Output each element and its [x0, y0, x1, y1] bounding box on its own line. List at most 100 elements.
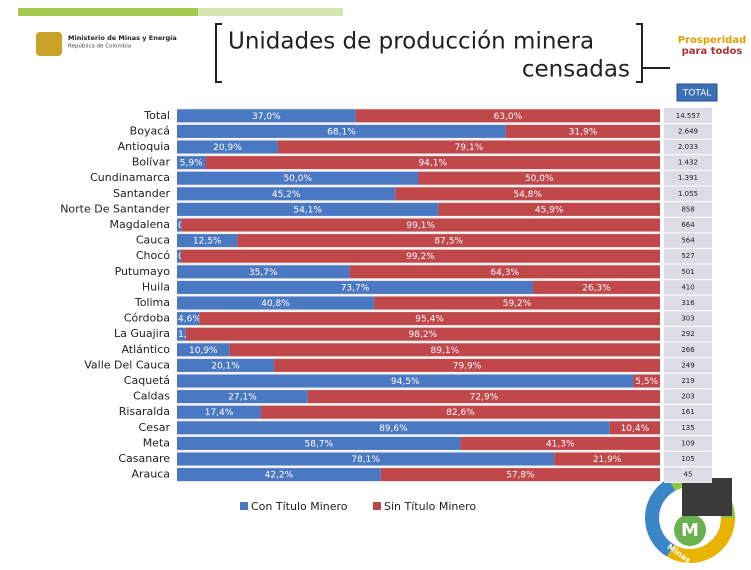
y-tick-label: Boyacá	[130, 124, 170, 137]
value-label: 99,2%	[406, 252, 435, 262]
value-label: 82,6%	[446, 408, 475, 418]
value-label: 64,3%	[490, 268, 519, 278]
country: República de Colombia	[68, 43, 131, 50]
value-label: 17,4%	[205, 408, 234, 418]
total-value: 527	[681, 252, 694, 260]
logo-letter: M	[681, 520, 699, 541]
y-tick-label: Total	[143, 109, 170, 122]
bar-segment	[199, 312, 660, 326]
value-label: 89,1%	[431, 346, 460, 356]
bar-segment	[177, 109, 356, 123]
bar-segment	[185, 327, 660, 341]
value-label: 57,8%	[506, 471, 535, 481]
y-tick-label: Santander	[113, 187, 170, 200]
chart-title: censadas	[522, 57, 630, 83]
y-tick-label: Meta	[143, 436, 170, 449]
total-value: 2.033	[678, 143, 698, 151]
logo-ring	[645, 473, 735, 563]
value-label: 98,2%	[409, 330, 438, 340]
bar-segment	[177, 202, 439, 216]
y-tick-label: Chocó	[136, 249, 170, 262]
bar-segment	[460, 436, 660, 450]
bar-segment	[205, 156, 660, 170]
bar-segment	[349, 265, 660, 279]
bar-segment	[418, 171, 660, 185]
total-value: 249	[681, 361, 694, 369]
value-label: 5,9%	[180, 159, 203, 169]
bar-segment	[274, 358, 660, 372]
total-value: 105	[681, 455, 694, 463]
y-tick-label: Córdoba	[124, 312, 170, 325]
value-label: 5,5%	[635, 377, 658, 387]
total-value: 203	[681, 393, 694, 401]
value-label: 31,9%	[569, 127, 598, 137]
bar-segment	[177, 296, 375, 310]
value-label: 99,1%	[406, 221, 435, 231]
y-tick-label: Arauca	[131, 468, 170, 481]
value-label: 58,7%	[304, 439, 333, 449]
bar-segment	[177, 140, 278, 154]
total-value: 316	[681, 299, 695, 307]
logo-photo	[682, 478, 732, 516]
totals-header: TOTAL	[682, 89, 712, 99]
total-value: 410	[681, 283, 694, 291]
chart-title: Unidades de producción minera	[228, 29, 594, 55]
value-label: 41,3%	[546, 439, 575, 449]
value-label: 79,9%	[453, 361, 482, 371]
total-value: 161	[681, 408, 694, 416]
value-label: 59,2%	[503, 299, 532, 309]
value-label: 20,1%	[211, 361, 240, 371]
total-value: 135	[681, 424, 694, 432]
bracket-left	[215, 23, 222, 83]
totals-header-box	[676, 83, 718, 102]
y-tick-label: Bolívar	[132, 156, 171, 169]
bar-segment	[237, 234, 660, 248]
value-label: 40,8%	[261, 299, 290, 309]
value-label: 10,4%	[621, 424, 650, 434]
value-label: 45,2%	[272, 190, 301, 200]
bar-segment	[177, 156, 206, 170]
bar-segment	[177, 421, 610, 435]
bar-segment	[438, 202, 660, 216]
bar-segment	[177, 124, 506, 138]
bar-segment	[395, 187, 660, 201]
bar-segment	[177, 218, 182, 232]
y-tick-label: Huila	[142, 280, 170, 293]
total-value: 14.557	[676, 112, 701, 120]
y-tick-label: Caquetá	[124, 374, 170, 387]
bar-segment	[374, 296, 660, 310]
bar-segment	[181, 218, 661, 232]
value-label: 37,0%	[252, 112, 281, 122]
value-label: 10,9%	[189, 346, 218, 356]
y-tick-label: Casanare	[118, 452, 170, 465]
y-tick-label: Cauca	[136, 234, 170, 247]
total-value: 219	[681, 377, 694, 385]
y-tick-label: Cesar	[139, 421, 171, 434]
bar-segment	[177, 187, 396, 201]
total-value: 501	[681, 268, 694, 276]
bar-segment	[177, 343, 230, 357]
value-label: 50,0%	[283, 174, 312, 184]
bar-segment	[177, 327, 186, 341]
bar-segment	[177, 312, 200, 326]
value-label: 87,5%	[434, 237, 463, 247]
value-label: 50,0%	[525, 174, 554, 184]
bar-segment	[177, 405, 262, 419]
bar-segment	[177, 171, 419, 185]
coat-of-arms	[36, 32, 62, 56]
value-label: 42,2%	[265, 471, 294, 481]
total-value: 1.432	[678, 159, 698, 167]
minas-logo: M Minas	[645, 473, 735, 565]
bar-segment	[177, 452, 555, 466]
bar-segment	[177, 390, 308, 404]
total-value: 1.391	[678, 174, 698, 182]
y-tick-label: Norte De Santander	[60, 202, 170, 215]
total-value: 266	[681, 346, 695, 354]
chart: Total 14.557 37,0% 63,0% Boyacá 2.649 68,1% 31,…	[60, 108, 712, 513]
total-value: 1.055	[678, 190, 698, 198]
y-tick-label: Risaralda	[119, 405, 170, 418]
total-value: 664	[681, 221, 695, 229]
legend-swatch	[240, 502, 248, 510]
bar-segment	[609, 421, 660, 435]
